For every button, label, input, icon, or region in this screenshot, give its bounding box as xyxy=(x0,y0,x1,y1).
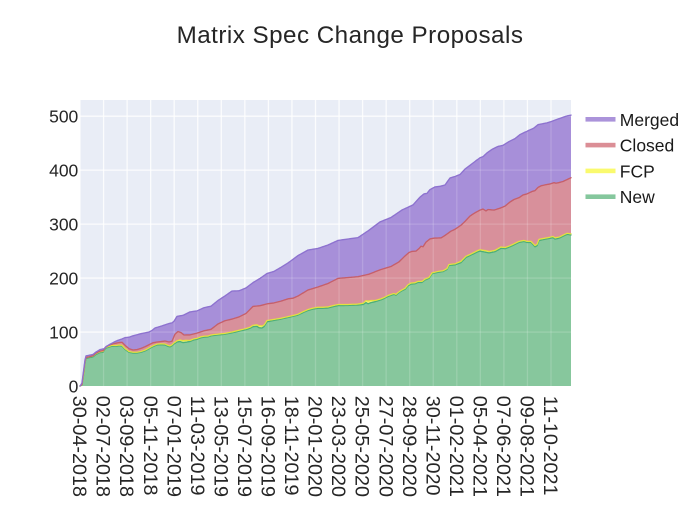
svg-text:18-11-2019: 18-11-2019 xyxy=(280,396,302,496)
svg-text:300: 300 xyxy=(49,215,78,235)
svg-text:27-07-2020: 27-07-2020 xyxy=(374,396,396,497)
svg-text:07-06-2021: 07-06-2021 xyxy=(492,396,514,497)
svg-text:20-01-2020: 20-01-2020 xyxy=(304,396,326,497)
svg-text:100: 100 xyxy=(49,322,78,342)
svg-text:Merged: Merged xyxy=(620,110,679,130)
svg-text:New: New xyxy=(620,187,655,207)
svg-text:09-08-2021: 09-08-2021 xyxy=(516,396,538,497)
svg-text:400: 400 xyxy=(49,161,78,181)
svg-text:30-04-2018: 30-04-2018 xyxy=(68,396,90,497)
svg-text:25-05-2020: 25-05-2020 xyxy=(351,396,373,497)
svg-text:16-09-2019: 16-09-2019 xyxy=(257,396,279,497)
svg-text:500: 500 xyxy=(49,107,78,127)
svg-text:23-03-2020: 23-03-2020 xyxy=(327,396,349,497)
svg-text:FCP: FCP xyxy=(620,161,655,181)
svg-text:200: 200 xyxy=(49,268,78,288)
svg-text:05-04-2021: 05-04-2021 xyxy=(468,396,490,497)
svg-text:Closed: Closed xyxy=(620,136,674,156)
svg-text:01-02-2021: 01-02-2021 xyxy=(445,396,467,497)
svg-text:15-07-2019: 15-07-2019 xyxy=(233,396,255,497)
svg-text:03-09-2018: 03-09-2018 xyxy=(115,396,137,497)
svg-text:28-09-2020: 28-09-2020 xyxy=(398,396,420,497)
svg-text:11-10-2021: 11-10-2021 xyxy=(539,396,561,496)
svg-text:Matrix Spec Change Proposals: Matrix Spec Change Proposals xyxy=(177,22,524,49)
svg-text:0: 0 xyxy=(69,376,79,396)
svg-text:30-11-2020: 30-11-2020 xyxy=(421,396,443,496)
svg-text:11-03-2019: 11-03-2019 xyxy=(186,396,208,496)
svg-text:07-01-2019: 07-01-2019 xyxy=(162,396,184,497)
svg-text:02-07-2018: 02-07-2018 xyxy=(92,396,114,497)
svg-text:05-11-2018: 05-11-2018 xyxy=(139,396,161,496)
svg-text:13-05-2019: 13-05-2019 xyxy=(209,396,231,497)
